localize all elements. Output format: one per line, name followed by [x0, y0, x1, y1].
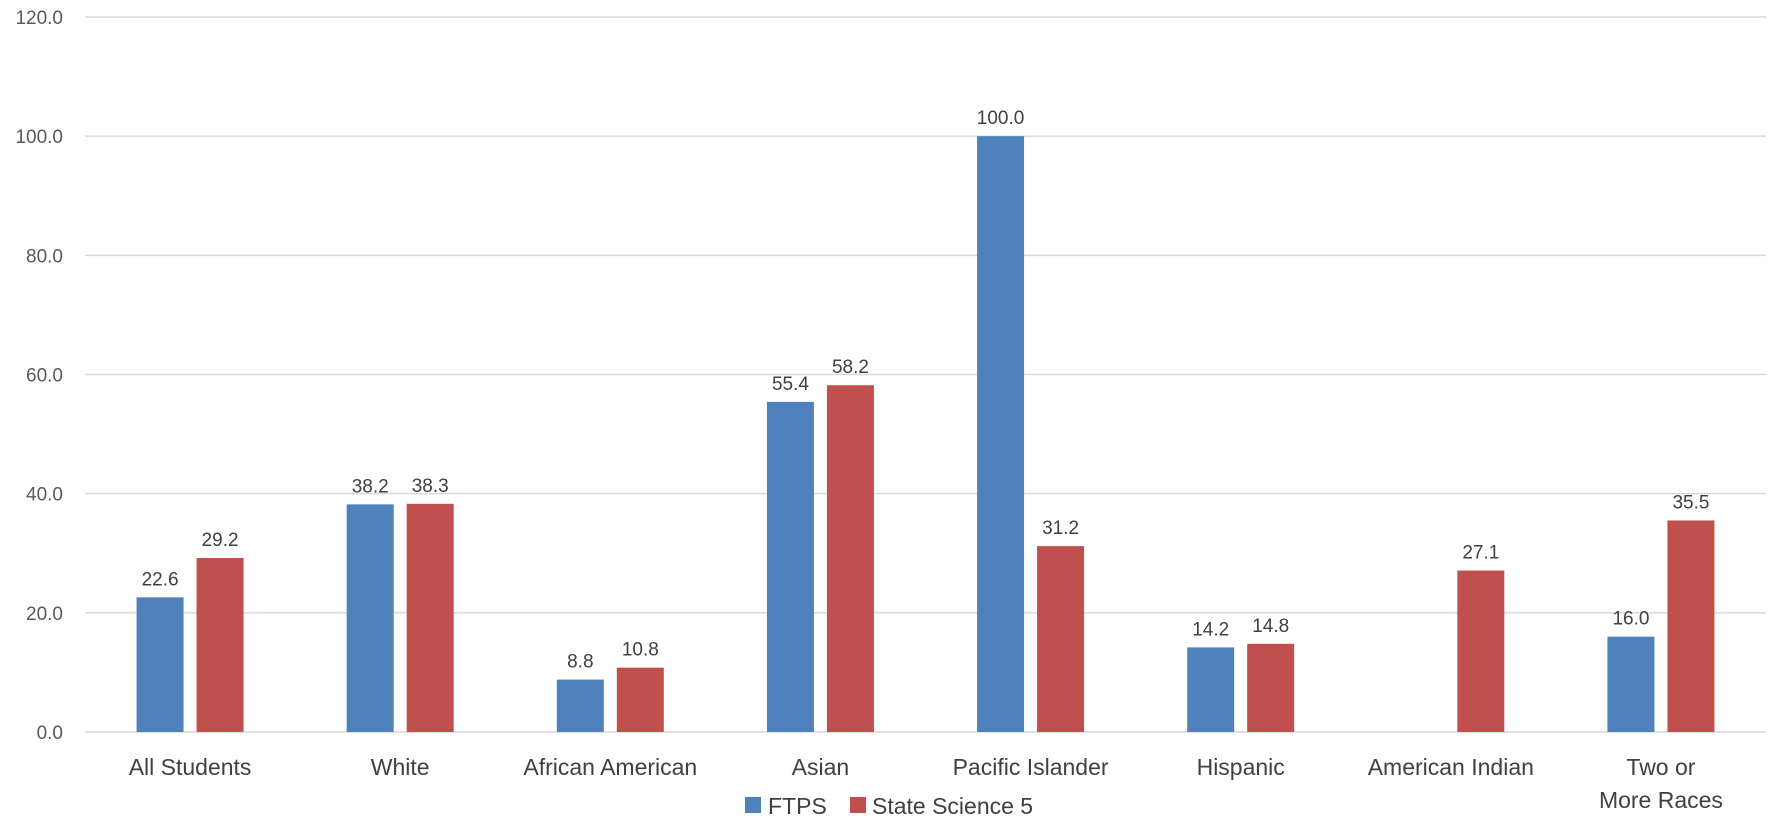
data-label-ftps-all-students: 22.6 — [142, 569, 179, 590]
y-tick-label: 80.0 — [26, 246, 63, 267]
bar-ftps-african-american — [556, 679, 604, 732]
bar-state-science-5-american-indian — [1457, 570, 1505, 732]
bar-ftps-all-students — [136, 597, 184, 732]
y-tick-label: 120.0 — [15, 8, 63, 29]
data-label-state-science-5-pacific-islander: 31.2 — [1042, 518, 1079, 539]
data-label-ftps-hispanic: 14.2 — [1192, 619, 1229, 640]
data-label-ftps-white: 38.2 — [352, 476, 389, 497]
data-label-ftps-asian: 55.4 — [772, 374, 809, 395]
bar-state-science-5-white — [406, 503, 454, 732]
bar-ftps-two-or-more-races — [1607, 636, 1655, 732]
y-tick-label: 0.0 — [37, 723, 63, 744]
x-category-label: Hispanic — [1197, 754, 1285, 780]
legend: FTPS State Science 5 — [745, 793, 1033, 819]
y-tick-label: 60.0 — [26, 366, 63, 387]
data-labels: 22.6 29.2 38.2 38.3 8.8 10.8 55.4 58.2 100.0 31.2… — [142, 108, 1710, 672]
legend-swatch-state-science-5 — [850, 797, 866, 813]
bar-state-science-5-two-or-more-races — [1667, 520, 1715, 732]
gridlines — [85, 16, 1766, 733]
x-category-label: White — [371, 754, 430, 780]
x-category-label: Asian — [792, 754, 850, 780]
data-label-state-science-5-asian: 58.2 — [832, 357, 869, 378]
bar-ftps-white — [346, 504, 394, 732]
data-label-ftps-two-or-more-races: 16.0 — [1612, 609, 1649, 630]
bars — [136, 136, 1715, 732]
y-tick-label: 100.0 — [15, 127, 63, 148]
data-label-ftps-pacific-islander: 100.0 — [977, 108, 1025, 129]
data-label-state-science-5-white: 38.3 — [412, 476, 449, 497]
x-category-label: Pacific Islander — [953, 754, 1109, 780]
x-axis-categories: All Students White African American Asian Pa… — [129, 754, 1723, 813]
bar-ftps-pacific-islander — [977, 136, 1025, 732]
legend-swatch-ftps — [745, 797, 761, 813]
bar-state-science-5-african-american — [616, 667, 664, 732]
bar-state-science-5-hispanic — [1247, 643, 1295, 732]
bar-state-science-5-asian — [826, 385, 874, 732]
data-label-state-science-5-hispanic: 14.8 — [1252, 616, 1289, 637]
y-tick-label: 20.0 — [26, 604, 63, 625]
data-label-ftps-african-american: 8.8 — [567, 652, 593, 673]
legend-label-ftps: FTPS — [768, 793, 827, 819]
data-label-state-science-5-american-indian: 27.1 — [1462, 543, 1499, 564]
x-category-label: African American — [523, 754, 697, 780]
bar-state-science-5-all-students — [196, 558, 244, 732]
bar-state-science-5-pacific-islander — [1037, 546, 1085, 732]
data-label-state-science-5-two-or-more-races: 35.5 — [1672, 492, 1709, 513]
bar-ftps-asian — [766, 401, 814, 732]
y-tick-label: 40.0 — [26, 485, 63, 506]
data-label-state-science-5-all-students: 29.2 — [202, 530, 239, 551]
x-category-label: All Students — [129, 754, 252, 780]
x-category-label: Two or More Races — [1599, 754, 1723, 813]
x-category-label: American Indian — [1368, 754, 1534, 780]
bar-ftps-hispanic — [1187, 647, 1235, 732]
data-label-state-science-5-african-american: 10.8 — [622, 640, 659, 661]
y-axis-ticks: 0.0 20.0 40.0 60.0 80.0 100.0 120.0 — [15, 8, 63, 744]
legend-label-state-science-5: State Science 5 — [872, 793, 1033, 819]
